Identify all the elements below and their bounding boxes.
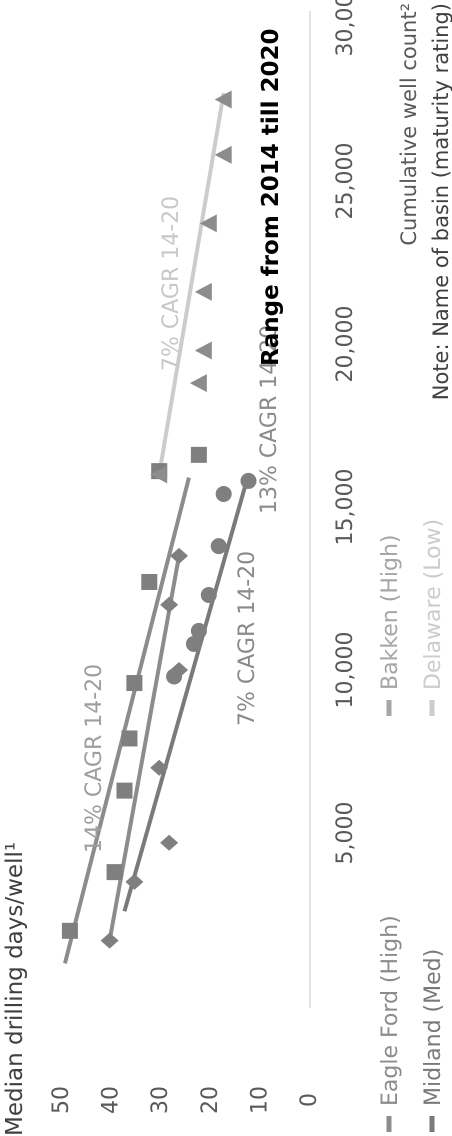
triangle-point — [194, 282, 212, 301]
square-point — [141, 573, 158, 590]
diamond-point — [170, 547, 189, 564]
circle-point — [200, 587, 217, 604]
annotation-text: 13% CAGR 14-20 — [257, 325, 282, 514]
square-point — [106, 864, 123, 881]
square-point — [190, 446, 207, 463]
x-tick-label: 10,000 — [333, 632, 358, 709]
circle-point — [210, 538, 227, 555]
y-tick-label: 20 — [198, 1086, 223, 1114]
y-tick-label: 40 — [99, 1086, 124, 1114]
circle-point — [215, 485, 232, 502]
legend-label: Eagle Ford (High) — [378, 915, 403, 1106]
circle-point — [166, 668, 183, 685]
legend: Eagle Ford (High) Bakken (High) Midland (M… — [378, 519, 446, 1132]
triangle-point — [150, 465, 168, 484]
diamond-point — [160, 596, 179, 613]
x-tick-label: 15,000 — [333, 469, 358, 546]
legend-label: Delaware (Low) — [421, 519, 446, 690]
y-tick-label: 50 — [49, 1086, 74, 1114]
y-axis-title: Median drilling days/well¹ — [2, 842, 28, 1136]
y-tick-label: 10 — [247, 1086, 272, 1114]
y-axis-ticks: 0 10 20 30 40 50 — [49, 1086, 322, 1114]
annotation-text: Range from 2014 till 2020 — [258, 29, 284, 367]
legend-label: Bakken (High) — [378, 535, 403, 690]
triangle-point — [189, 374, 207, 393]
y-tick-label: 30 — [148, 1086, 173, 1114]
data-points — [61, 90, 257, 949]
diamond-point — [100, 932, 119, 949]
x-tick-label: 25,000 — [333, 143, 358, 220]
y-tick-label: 0 — [297, 1093, 322, 1107]
square-point — [121, 730, 138, 747]
x-tick-label: 5,000 — [333, 802, 358, 865]
diamond-point — [150, 759, 169, 776]
x-tick-label: 30,000 — [333, 0, 358, 56]
x-tick-label: 20,000 — [333, 306, 358, 383]
circle-point — [185, 635, 202, 652]
legend-label: Midland (Med) — [421, 949, 446, 1106]
annotation-text: 7% CAGR 14-20 — [159, 196, 184, 371]
trend-line — [122, 473, 251, 912]
triangle-point — [214, 145, 232, 164]
circle-point — [240, 472, 257, 489]
square-point — [61, 922, 78, 939]
triangle-point — [194, 341, 212, 360]
x-axis-ticks: 5,000 10,000 15,000 20,000 25,000 30,000 — [333, 0, 358, 864]
diamond-point — [125, 873, 144, 890]
annotation-text: 7% CAGR 14-20 — [235, 551, 260, 726]
annotations: 14% CAGR 14-20 7% CAGR 14-20 13% CAGR 14-2… — [82, 29, 284, 854]
circle-point — [190, 622, 207, 639]
annotation-text: 14% CAGR 14-20 — [82, 664, 107, 853]
trend-line — [157, 92, 226, 475]
note-text: Note: Name of basin (maturity rating) — [429, 3, 452, 400]
triangle-point — [214, 90, 232, 109]
trend-line — [63, 477, 191, 964]
triangle-point — [199, 214, 217, 233]
square-point — [126, 675, 143, 692]
square-point — [116, 782, 133, 799]
diamond-point — [160, 834, 179, 851]
x-axis-title: Cumulative well count² — [397, 3, 421, 246]
